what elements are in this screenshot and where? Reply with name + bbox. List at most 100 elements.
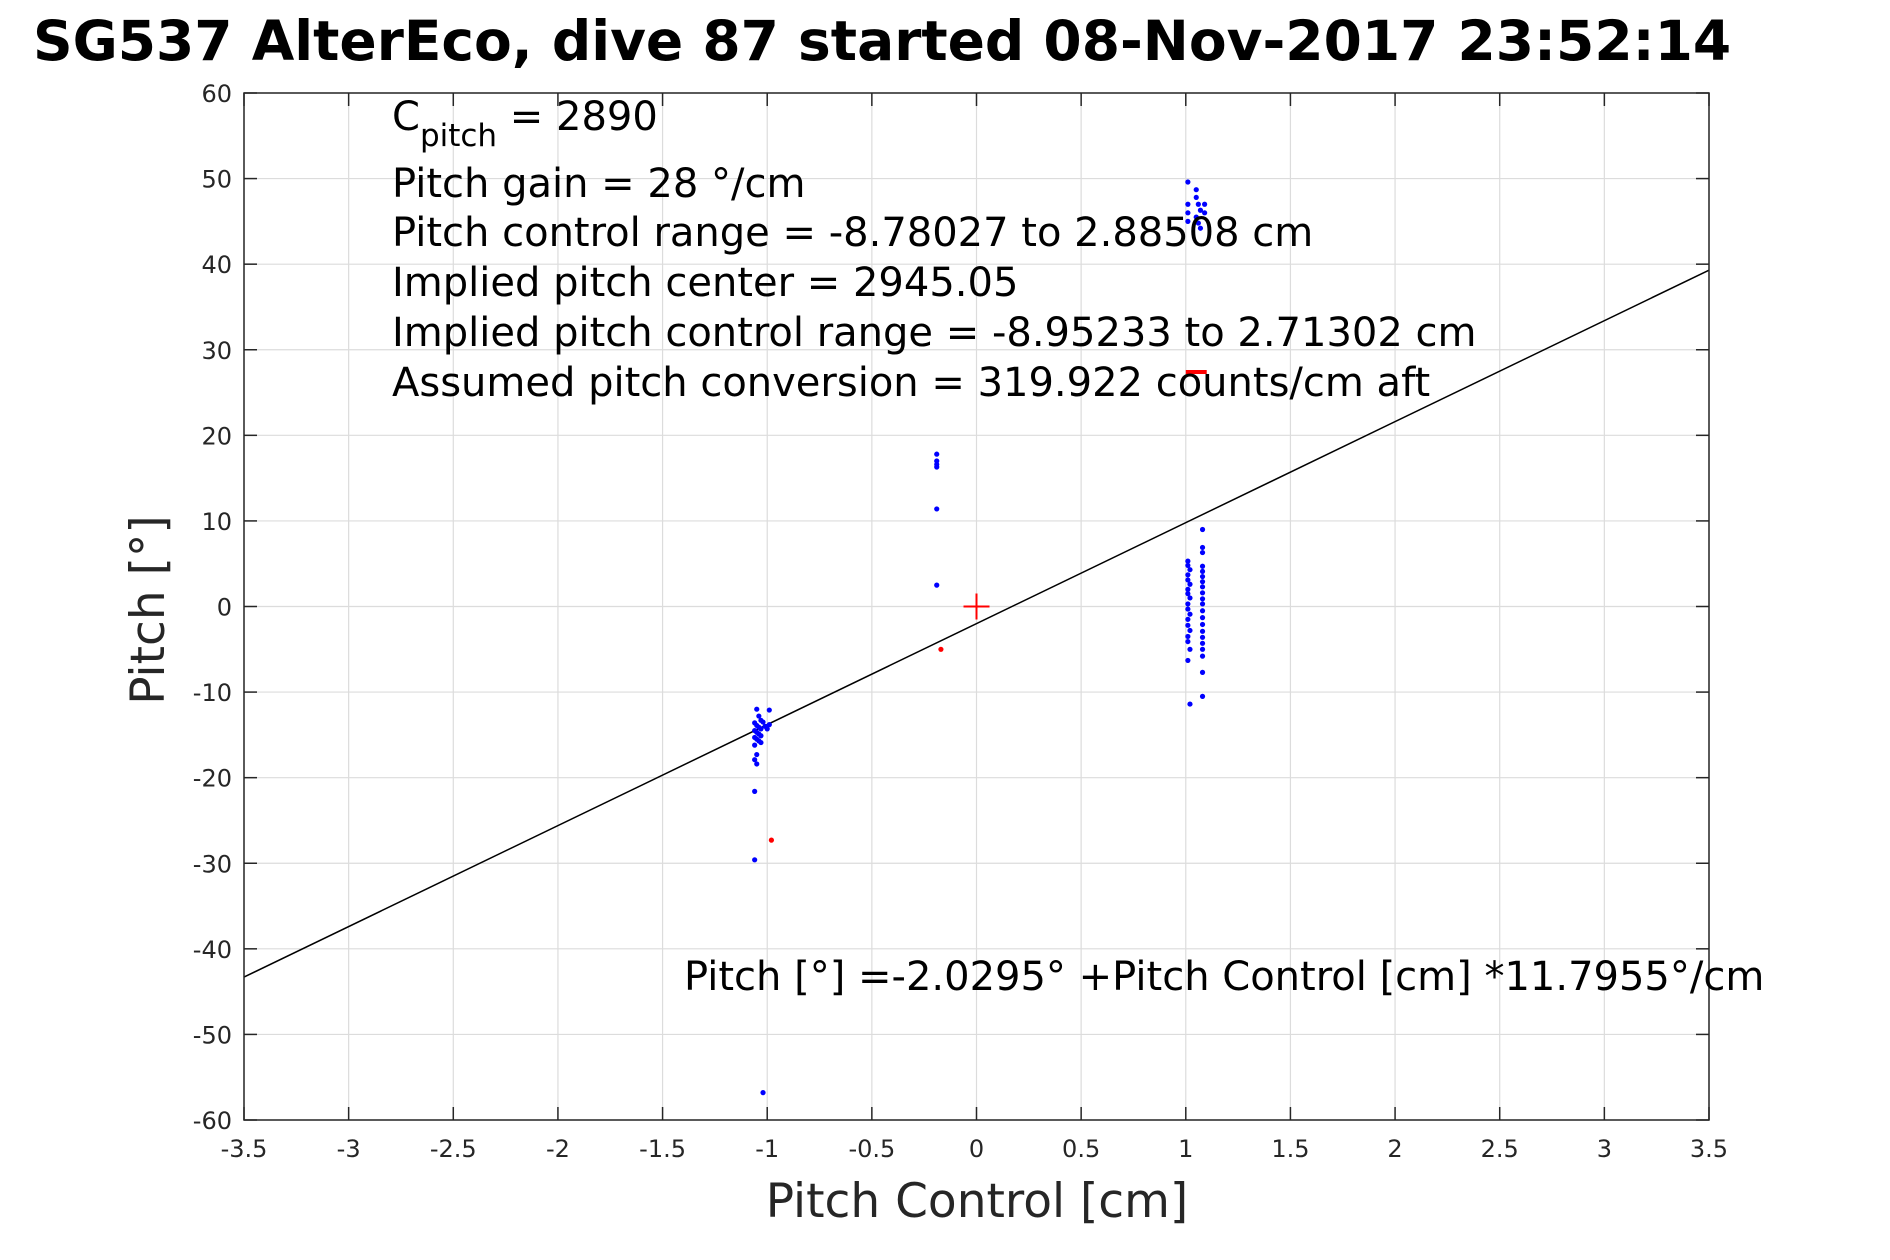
x-tick-label: -2 <box>546 1135 570 1163</box>
data-point <box>1199 646 1206 652</box>
data-point <box>1185 616 1191 622</box>
y-tick-label: 60 <box>201 80 232 108</box>
x-tick-label: -0.5 <box>848 1135 895 1163</box>
annotation-block: Cpitch = 2890 Pitch gain = 28 °/cm Pitch… <box>392 94 1764 1000</box>
data-point <box>1185 179 1191 185</box>
data-point <box>1199 549 1206 556</box>
y-tick-label: -40 <box>193 936 232 964</box>
data-point <box>1185 606 1191 612</box>
data-point <box>752 788 758 794</box>
y-tick-label: -50 <box>193 1021 232 1049</box>
control-range-annotation: Pitch control range = -8.78027 to 2.8850… <box>392 210 1313 256</box>
data-point <box>754 706 760 712</box>
data-point <box>1185 657 1191 664</box>
data-point <box>1199 621 1206 628</box>
data-point <box>1185 577 1191 583</box>
excluded-point <box>768 837 775 843</box>
y-tick-label: -60 <box>193 1107 232 1135</box>
data-point <box>1185 572 1191 578</box>
y-axis-label: Pitch [°] <box>121 515 176 705</box>
x-tick-label: 1 <box>1178 1135 1193 1163</box>
data-point <box>1185 218 1191 224</box>
data-point <box>1199 579 1206 585</box>
data-point <box>1195 220 1201 226</box>
data-point <box>1185 638 1191 645</box>
data-point <box>1185 601 1191 607</box>
x-tick-label: -3 <box>337 1135 361 1163</box>
data-point <box>1199 693 1206 699</box>
fit-equation-annotation: Pitch [°] =-2.0295° +Pitch Control [cm] … <box>684 954 1764 1000</box>
data-point <box>1185 558 1191 564</box>
c-pitch-annotation: Cpitch = 2890 <box>392 94 658 154</box>
tick-marks <box>243 92 1710 1121</box>
x-tick-label: -1.5 <box>639 1135 686 1163</box>
data-point <box>1199 563 1206 569</box>
c-pitch-main: C <box>392 94 420 140</box>
data-point <box>1199 584 1206 590</box>
data-point <box>1193 187 1199 193</box>
y-tick-label: 10 <box>201 508 232 536</box>
data-point <box>758 733 764 739</box>
data-point <box>1185 562 1191 569</box>
data-point <box>934 582 940 588</box>
data-point <box>934 464 940 470</box>
data-point <box>1185 622 1191 628</box>
data-point <box>1185 591 1191 597</box>
x-tick-label: -3.5 <box>221 1135 268 1163</box>
data-point <box>1195 201 1201 207</box>
data-point <box>1199 573 1206 580</box>
data-point <box>760 719 766 725</box>
data-point <box>1199 640 1206 646</box>
c-pitch-subscript: pitch <box>420 118 497 154</box>
data-point <box>1187 627 1193 634</box>
data-point <box>766 722 772 728</box>
x-tick-label: -2.5 <box>430 1135 477 1163</box>
fit-line <box>243 269 1710 978</box>
data-point <box>1187 581 1193 587</box>
data-point <box>1193 214 1199 220</box>
data-point <box>1193 194 1199 201</box>
x-tick-labels: -3.5 -3 -2.5 -2 -1.5 -1 -0.5 0 0.5 1 1.5 2 2.5 3 3.5 <box>221 1135 1729 1163</box>
data-point <box>1199 615 1206 621</box>
x-tick-label: 3.5 <box>1690 1135 1728 1163</box>
data-point <box>756 713 762 719</box>
data-point <box>754 751 760 758</box>
data-point <box>764 726 770 732</box>
y-tick-label: 20 <box>201 422 232 450</box>
y-tick-label: 30 <box>201 337 232 365</box>
pitch-gain-annotation: Pitch gain = 28 °/cm <box>392 161 805 207</box>
data-point <box>1199 526 1206 533</box>
data-point <box>1187 595 1193 601</box>
data-point <box>1199 653 1206 659</box>
data-point <box>1202 210 1208 216</box>
data-point <box>1199 590 1206 596</box>
data-point <box>1199 601 1206 607</box>
data-point <box>1199 568 1206 575</box>
data-point <box>1185 633 1191 640</box>
excluded-point <box>938 646 944 652</box>
data-point <box>752 857 758 863</box>
data-point <box>934 506 940 512</box>
data-point <box>934 451 940 457</box>
data-point <box>752 757 758 763</box>
x-axis-label: Pitch Control [cm] <box>766 1174 1189 1229</box>
data-point <box>758 739 764 746</box>
y-tick-label: 50 <box>201 166 232 194</box>
data-point <box>1187 646 1193 652</box>
markers-layer <box>963 370 1207 620</box>
x-tick-label: 0.5 <box>1062 1135 1100 1163</box>
data-point <box>1187 611 1193 617</box>
data-point <box>1185 201 1191 207</box>
chart-title: SG537 AlterEco, dive 87 started 08-Nov-2… <box>33 9 1731 73</box>
fit-line-layer <box>243 269 1710 978</box>
grid-lines <box>243 92 1710 1121</box>
data-point <box>1185 586 1191 592</box>
data-point <box>1197 225 1204 231</box>
data-point <box>1197 207 1204 213</box>
data-point <box>1202 201 1208 207</box>
x-tick-label: 0 <box>969 1135 984 1163</box>
data-point <box>1185 210 1191 216</box>
data-point <box>1187 567 1193 573</box>
y-tick-label: 0 <box>217 594 232 622</box>
